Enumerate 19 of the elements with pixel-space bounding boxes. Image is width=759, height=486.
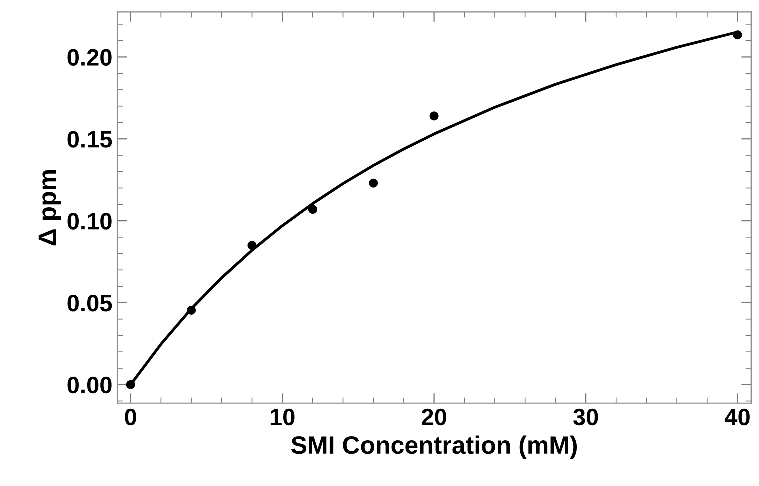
x-axis-title: SMI Concentration (mM) [292, 436, 578, 460]
x-tick-label: 10 [270, 408, 295, 426]
y-axis-title: Δ ppm [38, 170, 62, 246]
y-tick-label: 0.10 [68, 213, 112, 230]
point [369, 178, 378, 188]
point [187, 306, 196, 315]
y-tick-label: 0.20 [68, 49, 112, 66]
point [248, 241, 257, 250]
x-tick-label: 20 [422, 408, 446, 426]
x-tick-label: 30 [573, 408, 598, 426]
x-tick-label: 0 [125, 408, 136, 426]
point [430, 112, 439, 121]
y-tick-label: 0.05 [68, 295, 112, 312]
x-tick-label: 40 [724, 408, 750, 426]
point [126, 380, 136, 390]
point [308, 205, 318, 214]
point [733, 30, 742, 40]
y-tick-label: 0.00 [68, 376, 112, 394]
y-tick-label: 0.15 [68, 131, 112, 148]
